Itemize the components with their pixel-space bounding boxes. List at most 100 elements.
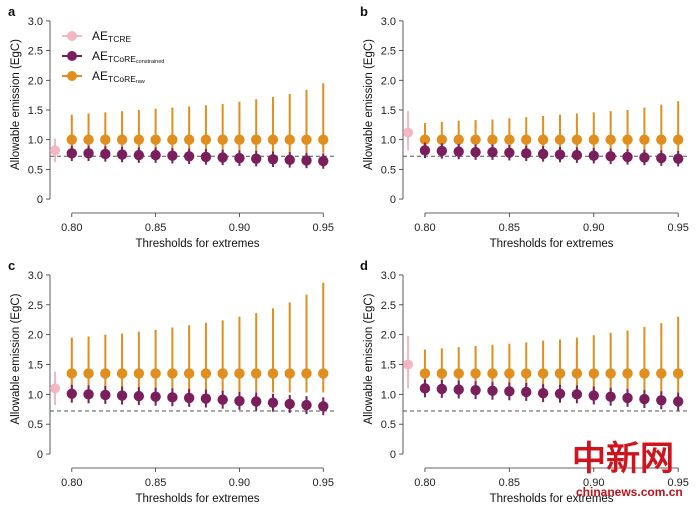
raw-point: [656, 368, 667, 379]
x-axis-title: Thresholds for extremes: [490, 238, 614, 250]
tcre-point: [403, 127, 414, 138]
constrained-point: [504, 386, 515, 397]
constrained-point: [200, 393, 212, 404]
constrained-point: [83, 148, 94, 159]
y-tick-label: 1.0: [28, 389, 43, 401]
x-tick-label: 0.95: [313, 222, 334, 234]
y-tick-label: 2.5: [28, 46, 43, 58]
y-tick-label: 0: [390, 449, 396, 461]
constrained-point: [453, 384, 464, 395]
constrained-point: [470, 384, 481, 396]
raw-point: [504, 368, 515, 379]
x-tick-label: 0.80: [61, 222, 82, 234]
panel-letter: d: [360, 258, 368, 273]
constrained-point: [318, 401, 329, 412]
y-tick-label: 0.5: [28, 419, 43, 431]
y-tick-label: 0: [37, 194, 43, 206]
raw-point: [521, 134, 532, 145]
y-tick-label: 3.0: [381, 16, 396, 28]
constrained-point: [672, 396, 684, 407]
legend-main: AE: [92, 49, 108, 63]
constrained-point: [183, 392, 195, 404]
panel-c: c 0 0.5 1.0 1.5 2.0 2.5 3.0 0.80 0.85 0.90 0.95 Thre…: [8, 258, 335, 505]
raw-point: [83, 368, 94, 379]
y-tick-label: 0.5: [28, 164, 43, 176]
legend-subsub: raw: [136, 79, 145, 85]
constrained-point: [672, 153, 684, 164]
raw-point: [318, 368, 329, 379]
constrained-point: [301, 155, 312, 166]
tcre-point: [50, 383, 61, 394]
constrained-point: [588, 390, 599, 401]
raw-point: [251, 368, 262, 379]
constrained-point: [318, 155, 329, 167]
y-tick-label: 2.0: [28, 330, 43, 342]
raw-point: [537, 368, 549, 379]
constrained-point: [183, 151, 195, 162]
raw-point: [588, 368, 599, 379]
raw-point: [639, 134, 650, 145]
y-tick-label: 0.5: [381, 164, 396, 176]
constrained-point: [537, 148, 549, 160]
constrained-point: [301, 399, 312, 411]
constrained-point: [487, 385, 498, 396]
watermark: 中新网 chinanews.com.cn: [572, 439, 683, 499]
constrained-point: [571, 149, 583, 161]
raw-point: [537, 134, 549, 145]
x-tick-label: 0.90: [229, 222, 250, 234]
legend-main: AE: [92, 29, 108, 43]
panel-letter: c: [8, 258, 15, 273]
raw-point: [183, 368, 195, 379]
y-tick-label: 2.0: [381, 330, 396, 342]
raw-point: [419, 368, 431, 379]
raw-point: [453, 368, 464, 379]
x-tick-label: 0.80: [414, 222, 435, 234]
raw-point: [470, 134, 481, 145]
raw-point: [419, 134, 431, 145]
raw-point: [656, 134, 667, 145]
legend-sub: TCoRE: [108, 54, 136, 64]
raw-point: [554, 134, 566, 145]
raw-point: [150, 368, 161, 379]
constrained-point: [656, 395, 667, 406]
panel-d: d 0 0.5 1.0 1.5 2.0 2.5 3.0 0.80 0.85 0.90 0.95 Thre…: [360, 258, 690, 505]
raw-point: [116, 134, 128, 145]
y-tick-label: 1.0: [381, 389, 396, 401]
constrained-point: [554, 388, 566, 399]
raw-point: [234, 134, 245, 145]
legend-label-tcre: AETCRE: [92, 29, 131, 44]
raw-point: [234, 368, 245, 379]
raw-point: [639, 368, 650, 379]
y-axis-title: Allowable emission (EgC): [10, 293, 22, 424]
raw-point: [200, 368, 212, 379]
constrained-point: [487, 146, 498, 158]
panel-a: a 0 0.5 1.0 1.5 2.0 2.5 3.0 0.80 0.85 0.90 0.95 Thre…: [8, 4, 335, 250]
constrained-point: [167, 150, 178, 161]
y-tick-label: 2.0: [28, 75, 43, 87]
y-tick-label: 1.0: [28, 135, 43, 147]
y-tick-label: 2.5: [381, 300, 396, 312]
tcre-point: [50, 145, 61, 156]
raw-point: [200, 134, 212, 145]
legend-marker-constrained: [67, 51, 77, 61]
y-tick-label: 2.5: [28, 300, 43, 312]
constrained-point: [436, 383, 448, 395]
x-tick-label: 0.80: [61, 477, 82, 489]
raw-point: [133, 134, 145, 145]
constrained-point: [639, 152, 650, 163]
constrained-point: [521, 148, 532, 159]
constrained-point: [100, 148, 111, 160]
x-tick-label: 0.85: [499, 222, 520, 234]
legend-label-constrained: AETCoREconstrained: [92, 49, 164, 65]
constrained-point: [639, 393, 650, 405]
constrained-point: [217, 152, 228, 163]
raw-point: [133, 368, 145, 379]
y-tick-label: 0.5: [381, 419, 396, 431]
constrained-point: [83, 389, 94, 400]
raw-point: [100, 134, 111, 145]
raw-point: [66, 134, 77, 145]
raw-point: [66, 368, 77, 379]
raw-point: [504, 134, 515, 145]
constrained-point: [588, 150, 599, 161]
